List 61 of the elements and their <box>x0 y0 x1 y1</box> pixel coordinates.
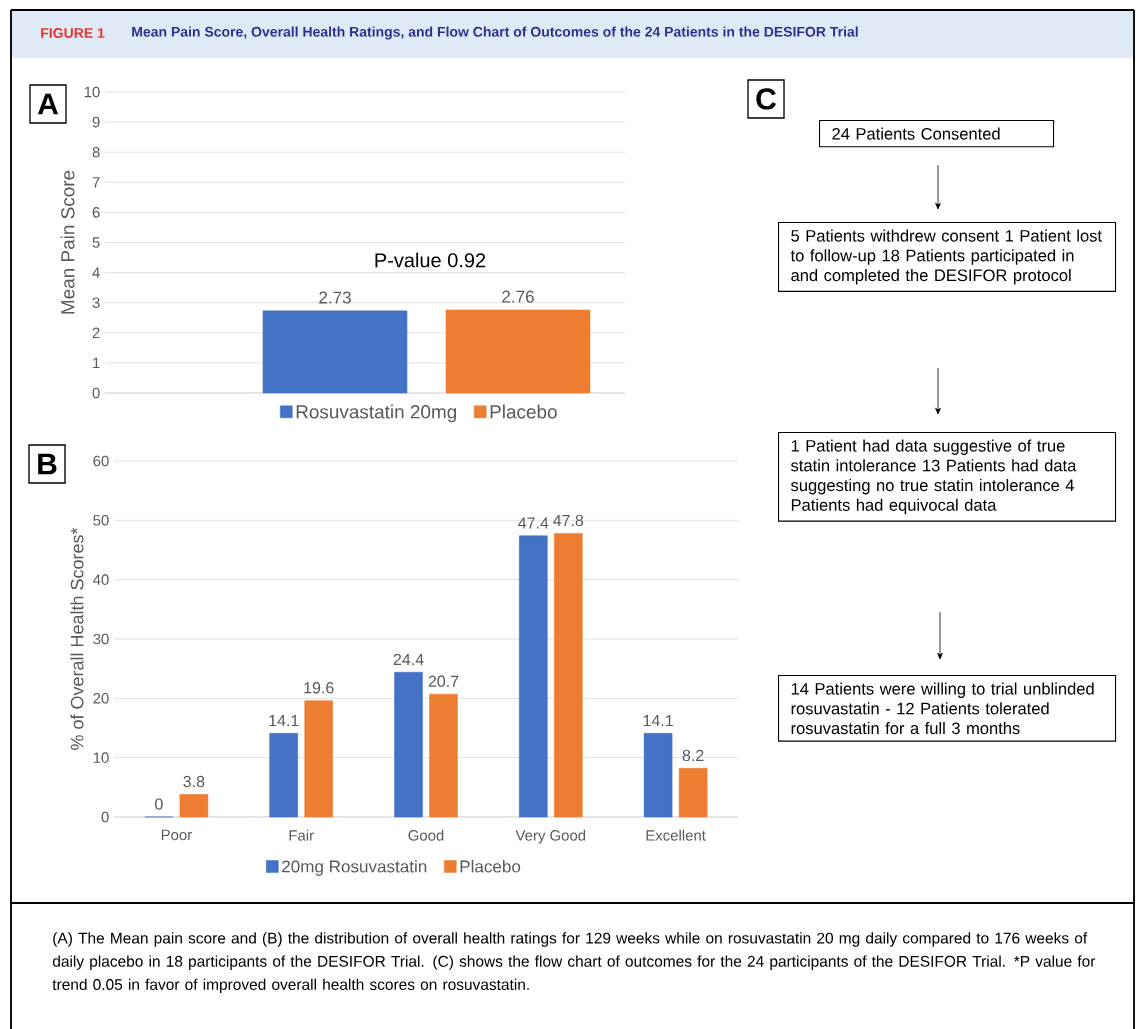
x-tick-label: Poor <box>161 829 192 841</box>
data-label: 47.4 <box>518 517 549 529</box>
y-tick-label: 40 <box>93 574 109 585</box>
data-label: 47.8 <box>553 514 584 527</box>
data-label: 8.2 <box>682 749 704 762</box>
x-tick-label: Very Good <box>515 829 586 844</box>
text: (A) The Mean pain score and (B) the distribution of overall health ratings for 129 weeks while on rosuvastatin 20 mg daily compared to 176 weeks of daily placebo in 18 participants of the DESIFOR Trial. (C) shows the flow chart of outcomes for the 24 participants of the DESIFOR Trial. *P value for trend 0.05 in favor of improved overall health scores on rosuvastatin. <box>52 932 1096 994</box>
data-label: 2.73 <box>319 291 351 304</box>
data-label: 3.8 <box>183 775 205 788</box>
text: 24 Patients Consented <box>832 127 1000 140</box>
bar <box>269 733 298 818</box>
y-tick-label: 0 <box>92 387 100 399</box>
y-tick-label: 8 <box>92 146 100 158</box>
text: A <box>37 93 59 115</box>
bar <box>394 671 423 818</box>
text: C <box>756 88 777 110</box>
y-tick-label: 0 <box>101 811 109 823</box>
x-tick-label: Excellent <box>646 829 706 841</box>
y-axis-title: Mean Pain Score <box>60 170 75 314</box>
y-tick-label: 3 <box>92 297 100 308</box>
chart-title: B <box>38 453 57 475</box>
chart-title: FIGURE 1 <box>41 28 105 38</box>
bar <box>519 535 548 818</box>
y-tick-label: 30 <box>93 633 109 645</box>
y-tick-label: 4 <box>92 267 100 278</box>
y-tick-label: 10 <box>93 752 109 763</box>
text: 5 Patients withdrew consent 1 Patient lost to follow-up 18 Patients participated in and completed the DESIFOR protocol <box>790 229 1102 285</box>
data-label: 19.6 <box>304 682 334 694</box>
y-tick-label: 50 <box>93 515 109 526</box>
y-axis-title: % of Overall Health Scores* <box>70 527 84 750</box>
legend-label: Placebo <box>460 859 521 873</box>
bar <box>429 693 458 818</box>
bar <box>678 768 708 818</box>
y-tick-label: 6 <box>92 207 100 218</box>
data-label: 14.1 <box>269 715 299 727</box>
data-label: 14.1 <box>643 715 673 727</box>
bar <box>554 533 583 818</box>
y-tick-label: 10 <box>84 86 100 98</box>
y-tick-label: 20 <box>93 693 109 704</box>
data-label: 24.4 <box>393 653 424 665</box>
bar <box>304 700 333 818</box>
x-tick-label: Good <box>408 829 444 841</box>
y-tick-label: 1 <box>93 357 100 369</box>
y-tick-label: 9 <box>92 116 100 128</box>
annotation: P-value 0.92 <box>375 252 486 268</box>
bar <box>179 794 209 818</box>
legend-label: 20mg Rosuvastatin <box>282 859 427 876</box>
legend-label: Rosuvastatin 20mg <box>296 404 457 423</box>
y-tick-label: 2 <box>92 327 100 339</box>
legend-label: Placebo <box>490 404 557 419</box>
y-tick-label: 60 <box>93 455 109 467</box>
text: 14 Patients were willing to trial unblinded rosuvastatin - 12 Patients tolerated rosuvastatin for a full 3 months <box>791 682 1094 735</box>
y-tick-label: 7 <box>92 177 100 188</box>
bar <box>643 733 673 818</box>
y-tick-label: 5 <box>92 237 100 248</box>
chart-subtitle: Mean Pain Score, Overall Health Ratings, and Flow Chart of Outcomes of the 24 Patients in the DESIFOR Trial <box>132 26 858 40</box>
data-label: 2.76 <box>502 290 534 303</box>
x-tick-label: Fair <box>289 829 314 841</box>
data-label: 20.7 <box>428 675 459 687</box>
data-label: 0 <box>155 798 163 810</box>
text: 1 Patient had data suggestive of true statin intolerance 13 Patients had data suggesting no true statin intolerance 4 Patients had equivocal data <box>791 439 1077 515</box>
